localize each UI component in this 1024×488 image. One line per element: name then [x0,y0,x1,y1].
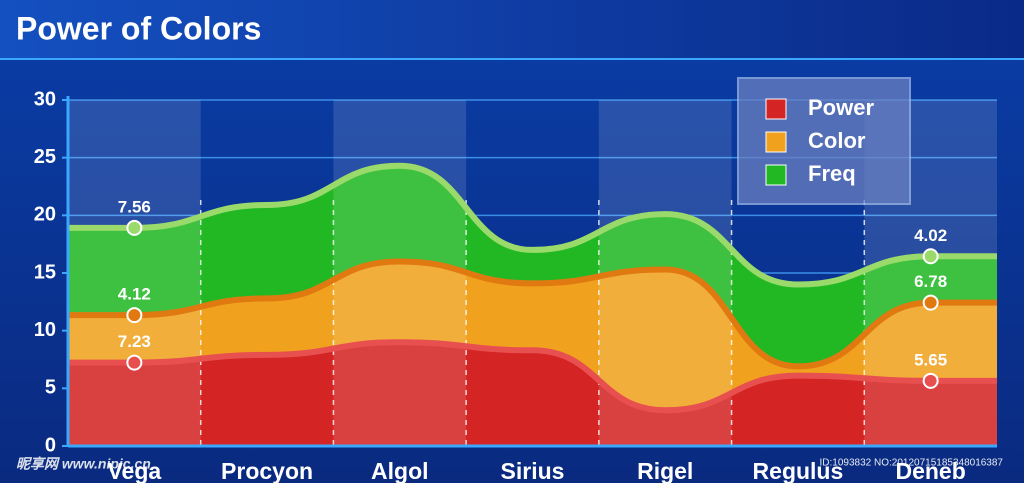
y-tick-label: 5 [45,377,56,399]
y-tick-label: 10 [34,319,56,341]
legend-label: Freq [808,161,856,186]
legend-label: Power [808,95,874,120]
line [68,258,997,370]
point-marker [126,307,143,324]
x-tick-label: Deneb [895,458,965,483]
legend-swatch [765,164,787,186]
y-tick-label: 15 [34,261,56,283]
point-marker [126,354,143,371]
title-bar [0,0,1024,58]
watermark: 昵享网 www.nipic.cn [16,456,151,472]
value-label: 7.23 [118,332,151,351]
column-shade [333,100,467,446]
chart-title: Power of Colors [16,10,261,46]
legend-label: Color [808,128,866,153]
point-marker [922,248,939,265]
area [68,165,997,367]
x-tick-label: Sirius [501,458,565,483]
value-label: 6.78 [914,272,947,291]
area [68,342,997,446]
legend-swatch [765,131,787,153]
y-tick-label: 30 [34,88,56,110]
value-label: 4.02 [914,226,947,245]
y-tick-label: 20 [34,204,56,226]
line [68,339,997,414]
value-label: 4.12 [118,285,151,304]
value-label: 7.56 [118,197,151,216]
x-tick-label: Procyon [221,458,313,483]
plot: 0 5 10 15 20 25 30 7.23 5.65 4.12 6.78 7.56 4.02 Vega… [34,77,997,484]
y-tick-label: 0 [45,434,56,456]
value-label: 5.65 [914,350,947,369]
point-marker [922,372,939,389]
watermark: ID:1093832 NO:20120715185348016387 [820,458,1004,469]
point-marker [922,294,939,311]
line [68,162,997,288]
area [68,261,997,411]
column-shade [68,100,201,446]
legend-swatch [765,98,787,120]
x-tick-label: Vega [107,458,161,483]
point-marker [126,219,143,236]
y-tick-label: 25 [34,146,56,168]
x-tick-label: Algol [371,458,429,483]
x-tick-label: Regulus [753,458,844,483]
x-tick-label: Rigel [637,458,693,483]
